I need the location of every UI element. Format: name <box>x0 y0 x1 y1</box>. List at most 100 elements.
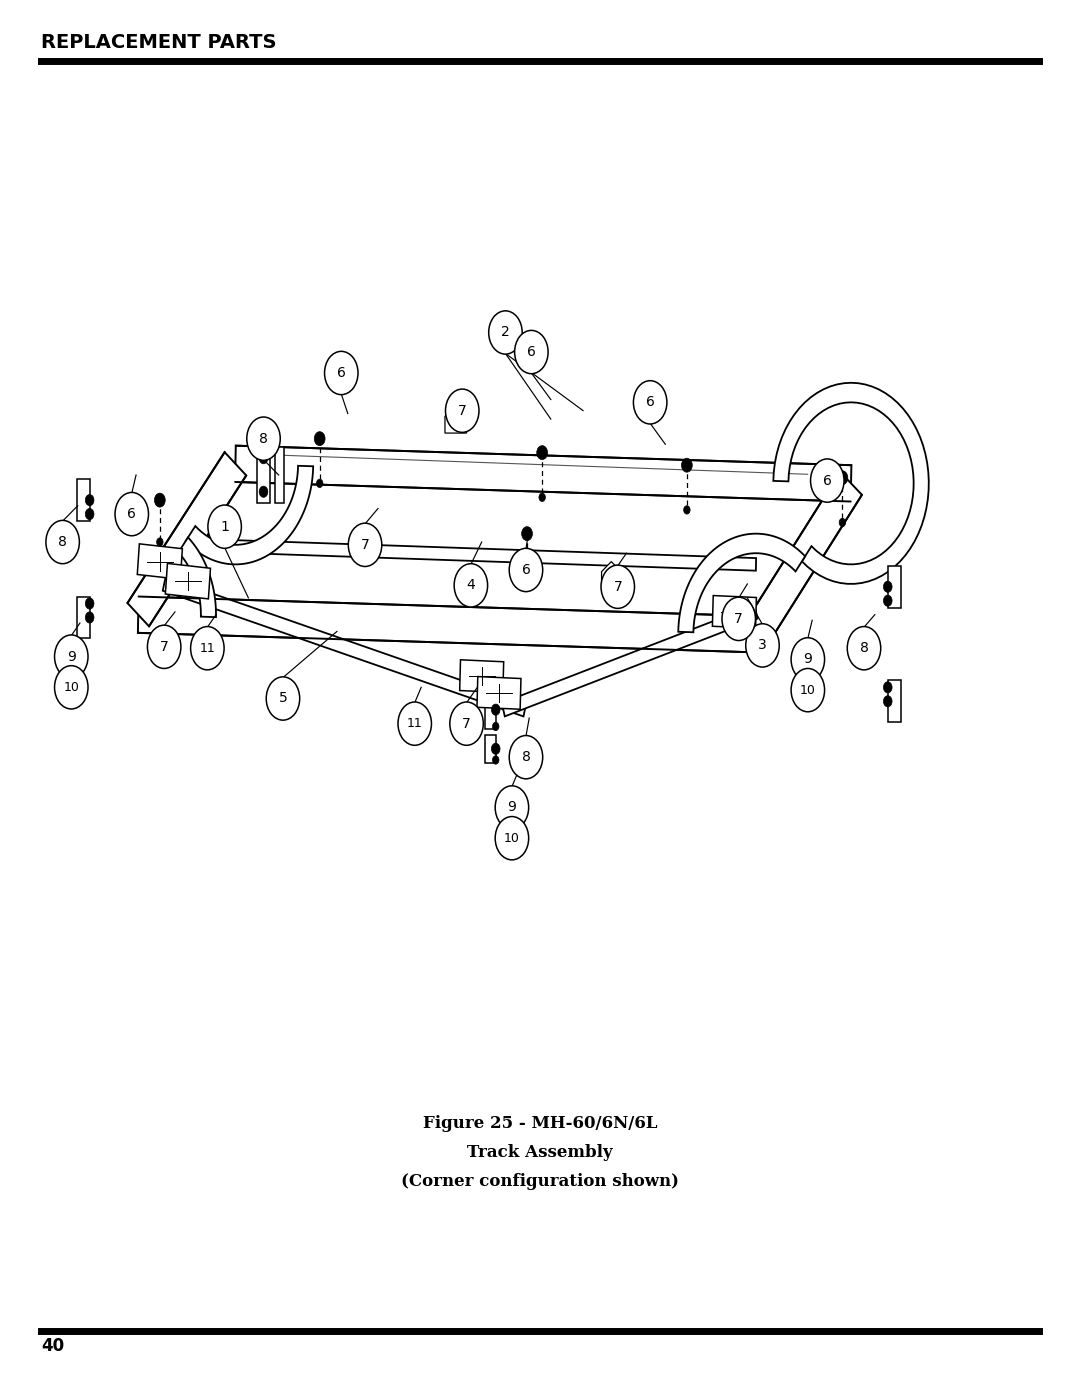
Text: 4: 4 <box>467 578 475 592</box>
Text: 2: 2 <box>501 326 510 339</box>
Circle shape <box>723 598 756 640</box>
Polygon shape <box>257 447 270 503</box>
Circle shape <box>114 493 149 536</box>
Text: 7: 7 <box>361 538 369 552</box>
Circle shape <box>600 564 635 609</box>
Text: 10: 10 <box>64 680 79 694</box>
Text: 11: 11 <box>200 641 215 655</box>
Text: 7: 7 <box>613 580 622 594</box>
Text: 8: 8 <box>58 535 67 549</box>
Text: 10: 10 <box>800 683 815 697</box>
Polygon shape <box>502 605 757 717</box>
Polygon shape <box>745 472 862 645</box>
Text: 6: 6 <box>127 507 136 521</box>
Polygon shape <box>138 597 756 652</box>
Circle shape <box>85 509 94 520</box>
Polygon shape <box>235 446 851 502</box>
Text: 6: 6 <box>527 345 536 359</box>
Circle shape <box>495 785 529 830</box>
Circle shape <box>157 538 163 546</box>
Circle shape <box>246 416 281 461</box>
Polygon shape <box>77 479 90 521</box>
Text: Track Assembly: Track Assembly <box>468 1144 612 1161</box>
Circle shape <box>46 521 80 564</box>
Circle shape <box>839 518 846 527</box>
Circle shape <box>510 549 543 592</box>
Polygon shape <box>485 735 496 763</box>
Text: 9: 9 <box>67 650 76 664</box>
Circle shape <box>745 623 779 668</box>
Polygon shape <box>713 595 756 629</box>
Text: 7: 7 <box>462 717 471 731</box>
Polygon shape <box>888 680 901 722</box>
Circle shape <box>491 704 500 715</box>
Circle shape <box>446 390 480 433</box>
Text: 6: 6 <box>337 366 346 380</box>
Polygon shape <box>77 597 90 638</box>
Circle shape <box>147 626 181 668</box>
Circle shape <box>450 703 484 746</box>
Circle shape <box>684 506 690 514</box>
Circle shape <box>492 756 499 764</box>
Circle shape <box>837 471 848 485</box>
Polygon shape <box>477 676 521 710</box>
Text: 7: 7 <box>458 404 467 418</box>
Circle shape <box>883 581 892 592</box>
Circle shape <box>316 479 323 488</box>
Text: 8: 8 <box>860 641 868 655</box>
Circle shape <box>539 493 545 502</box>
Polygon shape <box>888 566 901 608</box>
Polygon shape <box>773 383 929 584</box>
Circle shape <box>154 493 165 507</box>
Circle shape <box>847 626 881 671</box>
Polygon shape <box>460 659 503 693</box>
Text: 6: 6 <box>522 563 530 577</box>
Text: 10: 10 <box>504 831 519 845</box>
Circle shape <box>267 678 300 721</box>
Circle shape <box>492 722 499 731</box>
Circle shape <box>489 312 523 353</box>
Polygon shape <box>186 465 313 564</box>
Circle shape <box>633 381 667 425</box>
Polygon shape <box>163 577 526 717</box>
Polygon shape <box>137 543 183 580</box>
Polygon shape <box>445 405 467 433</box>
Text: Figure 25 - MH-60/6N/6L: Figure 25 - MH-60/6N/6L <box>422 1115 658 1132</box>
Circle shape <box>85 598 94 609</box>
Text: 6: 6 <box>823 474 832 488</box>
Circle shape <box>399 703 432 746</box>
Polygon shape <box>178 538 216 617</box>
Circle shape <box>491 743 500 754</box>
Circle shape <box>810 458 845 503</box>
Circle shape <box>791 668 825 712</box>
Text: 5: 5 <box>279 692 287 705</box>
Polygon shape <box>485 690 496 729</box>
Text: 8: 8 <box>259 432 268 446</box>
Text: 40: 40 <box>41 1337 64 1355</box>
Text: 7: 7 <box>160 640 168 654</box>
Text: 9: 9 <box>508 800 516 814</box>
Text: 9: 9 <box>804 652 812 666</box>
Polygon shape <box>165 563 211 599</box>
Circle shape <box>883 696 892 707</box>
Circle shape <box>314 432 325 446</box>
Circle shape <box>791 637 825 682</box>
Circle shape <box>524 569 530 577</box>
Circle shape <box>537 446 548 460</box>
Circle shape <box>55 634 89 678</box>
Text: 8: 8 <box>522 750 530 764</box>
Circle shape <box>191 626 225 671</box>
Circle shape <box>85 612 94 623</box>
Text: (Corner configuration shown): (Corner configuration shown) <box>401 1173 679 1190</box>
Text: 6: 6 <box>646 395 654 409</box>
Text: REPLACEMENT PARTS: REPLACEMENT PARTS <box>41 32 276 52</box>
Circle shape <box>85 495 94 506</box>
Circle shape <box>207 506 242 549</box>
Circle shape <box>325 352 359 395</box>
Polygon shape <box>678 534 805 633</box>
Polygon shape <box>127 453 246 626</box>
Circle shape <box>883 595 892 606</box>
Circle shape <box>681 458 692 472</box>
Text: 3: 3 <box>758 638 767 652</box>
Circle shape <box>454 564 488 608</box>
